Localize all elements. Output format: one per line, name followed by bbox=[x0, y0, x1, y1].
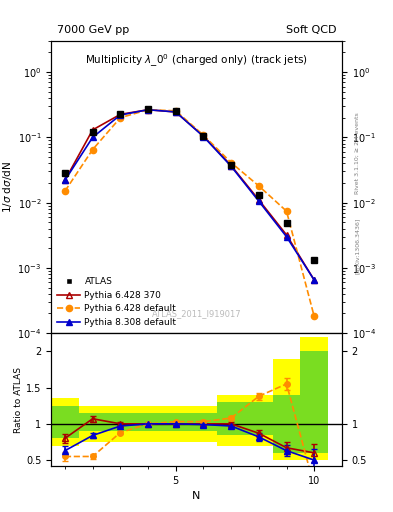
X-axis label: N: N bbox=[192, 491, 201, 501]
Text: Rivet 3.1.10; ≥ 2M events: Rivet 3.1.10; ≥ 2M events bbox=[355, 113, 360, 195]
Text: [arXiv:1306.3436]: [arXiv:1306.3436] bbox=[355, 218, 360, 274]
Y-axis label: Ratio to ATLAS: Ratio to ATLAS bbox=[14, 367, 23, 433]
Text: Soft QCD: Soft QCD bbox=[286, 25, 336, 35]
Text: ATLAS_2011_I919017: ATLAS_2011_I919017 bbox=[152, 310, 241, 318]
Y-axis label: 1/$\sigma$ d$\sigma$/dN: 1/$\sigma$ d$\sigma$/dN bbox=[2, 161, 15, 213]
Text: 7000 GeV pp: 7000 GeV pp bbox=[57, 25, 129, 35]
Legend: ATLAS, Pythia 6.428 370, Pythia 6.428 default, Pythia 8.308 default: ATLAS, Pythia 6.428 370, Pythia 6.428 de… bbox=[54, 273, 180, 330]
Text: Multiplicity $\lambda\_0^0$ (charged only) (track jets): Multiplicity $\lambda\_0^0$ (charged onl… bbox=[85, 53, 308, 69]
